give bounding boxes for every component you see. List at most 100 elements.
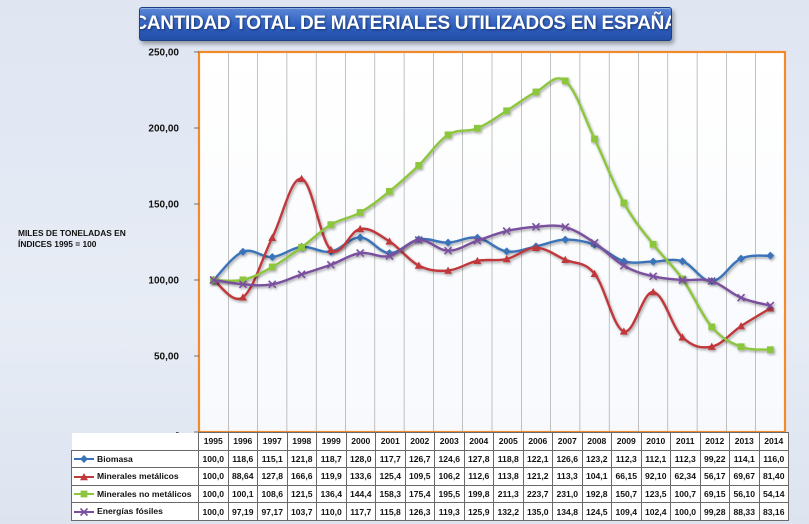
data-label: 150,7 — [611, 484, 642, 504]
data-label: 223,7 — [522, 484, 553, 504]
data-label: 56,17 — [699, 467, 730, 486]
data-label: 119,3 — [434, 502, 465, 521]
data-point — [444, 238, 453, 247]
data-point — [737, 343, 745, 351]
data-point — [649, 272, 658, 281]
legend-key-marker — [80, 455, 88, 464]
data-label: 112,1 — [640, 449, 671, 469]
data-label: 121,5 — [286, 484, 317, 504]
data-point — [356, 249, 365, 258]
year-label: 1998 — [286, 432, 317, 451]
year-label: 2011 — [670, 432, 701, 451]
data-point — [326, 260, 335, 269]
data-label: 92,10 — [640, 467, 671, 486]
data-label: 166,6 — [286, 467, 317, 486]
series-2 — [210, 77, 774, 354]
data-point — [678, 333, 687, 341]
data-point — [444, 131, 452, 139]
data-label: 117,7 — [345, 502, 376, 521]
data-label: 69,15 — [699, 484, 730, 504]
table-row: Biomasa 100,0 118,6 115,1 121,8 118,7 128,0 117… — [71, 449, 789, 469]
y-axis-label-line2: ÍNDICES 1995 = 100 — [18, 239, 97, 249]
data-label: 127,8 — [463, 449, 494, 469]
data-label: 109,4 — [611, 502, 642, 521]
data-point — [385, 251, 394, 261]
data-point — [561, 255, 570, 263]
data-label: 199,8 — [463, 484, 494, 504]
data-label: 100,0 — [670, 502, 701, 521]
data-point — [385, 249, 394, 258]
data-point — [561, 77, 569, 85]
data-point — [473, 236, 482, 245]
data-label: 136,4 — [316, 484, 347, 504]
year-label: 2008 — [581, 432, 612, 451]
data-label: 123,5 — [640, 484, 671, 504]
data-label: 127,8 — [257, 467, 288, 486]
data-point — [590, 269, 599, 277]
data-label: 126,7 — [404, 449, 435, 469]
data-label: 106,2 — [434, 467, 465, 486]
data-label: 88,64 — [227, 467, 258, 486]
data-label: 69,67 — [729, 467, 760, 486]
data-label: 100,1 — [227, 484, 258, 504]
data-label: 97,19 — [227, 502, 258, 521]
data-label: 102,4 — [640, 502, 671, 521]
data-label: 125,4 — [375, 467, 406, 486]
data-label: 100,7 — [670, 484, 701, 504]
data-label: 100,0 — [198, 484, 229, 504]
data-point — [620, 199, 628, 207]
year-label: 2002 — [404, 432, 435, 451]
legend-entry: Energías fósiles — [71, 502, 199, 521]
legend-label: Biomasa — [97, 453, 133, 464]
legend-label: Minerales no metálicos — [97, 488, 192, 499]
table-row: Energías fósiles 100,0 97,19 97,17 103,7 110,… — [71, 502, 789, 521]
data-point — [708, 323, 716, 331]
data-point — [238, 293, 247, 301]
data-point — [414, 261, 423, 269]
year-label: 2007 — [552, 432, 583, 451]
data-point — [209, 275, 218, 285]
data-point — [707, 342, 716, 350]
data-point — [678, 257, 687, 266]
data-point — [385, 237, 394, 245]
data-point — [766, 251, 775, 260]
data-label: 144,4 — [345, 484, 376, 504]
data-point — [736, 293, 746, 302]
data-point — [766, 301, 775, 310]
table-row: Minerales metálicos 100,0 88,64 127,8 166,6 1… — [71, 467, 789, 486]
data-point — [386, 187, 393, 195]
year-label: 1997 — [257, 432, 288, 451]
data-point — [356, 224, 365, 233]
data-point — [473, 256, 482, 265]
data-label: 116,0 — [758, 449, 789, 469]
data-point — [561, 223, 570, 232]
data-label: 54,14 — [758, 484, 789, 504]
data-label: 99,22 — [699, 449, 730, 469]
data-label: 113,8 — [493, 467, 524, 486]
data-label: 100,0 — [198, 467, 229, 486]
data-label: 118,8 — [493, 449, 524, 469]
data-point — [327, 221, 335, 229]
data-label: 134,8 — [552, 502, 583, 521]
data-point — [737, 322, 746, 330]
data-point — [297, 174, 306, 182]
data-label: 133,6 — [345, 467, 376, 486]
y-tick-label: 50,00 — [154, 352, 179, 363]
table-row: Minerales no metálicos 100,0 100,1 108,6 121… — [71, 484, 789, 504]
year-row: 1995 1996 1997 1998 1999 2000 2001 2002 2003 2004… — [71, 432, 789, 451]
data-label: 135,0 — [522, 502, 553, 521]
year-label: 2014 — [758, 432, 789, 451]
data-label: 121,2 — [522, 467, 553, 486]
data-label: 83,16 — [758, 502, 789, 521]
series-line — [213, 77, 771, 351]
y-tick-label: 200,00 — [148, 124, 179, 135]
data-point — [619, 261, 628, 270]
series-line — [213, 224, 771, 307]
data-label: 119,9 — [316, 467, 347, 486]
data-point — [356, 233, 365, 242]
data-table: 1995 1996 1997 1998 1999 2000 2001 2002 2003 2004… — [71, 432, 789, 521]
data-point — [268, 233, 277, 241]
data-label: 62,34 — [670, 467, 701, 486]
data-point — [238, 247, 247, 256]
